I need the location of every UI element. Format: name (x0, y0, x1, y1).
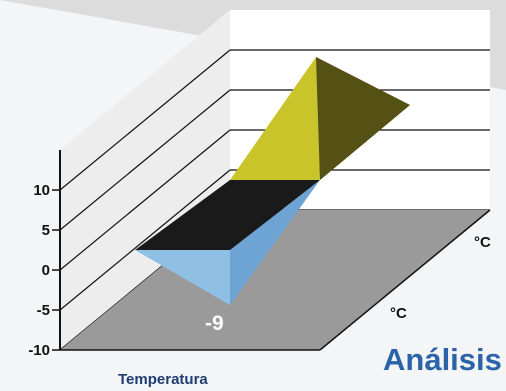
negative-face-right (230, 180, 320, 305)
positive-face-shadow (316, 57, 410, 180)
depth-axis-line (319, 209, 491, 351)
y-tick-label: -10 (28, 342, 50, 359)
depth-unit-label-2: °C (390, 305, 407, 322)
surface (135, 57, 410, 305)
y-tick-label: 5 (42, 222, 50, 239)
zero-plane (135, 180, 320, 250)
gridline-side (59, 129, 231, 271)
cropped-title: Análisis (383, 342, 502, 377)
depth-unit-label-1: °C (474, 234, 491, 251)
gridline-side (59, 89, 231, 231)
negative-face-left (135, 250, 230, 305)
floor (60, 210, 490, 350)
positive-face-left (230, 57, 320, 180)
data-label-min: -9 (205, 312, 224, 335)
y-tick-label: 0 (42, 262, 50, 279)
y-tick-label: 10 (33, 182, 50, 199)
y-tick-label: -5 (37, 302, 50, 319)
gridline-side (59, 49, 231, 191)
x-axis-title: Temperatura (118, 371, 208, 388)
gridline-side (59, 169, 231, 311)
side-wall (60, 10, 230, 350)
y-ticks: 10 5 0 -5 -10 (28, 182, 60, 359)
